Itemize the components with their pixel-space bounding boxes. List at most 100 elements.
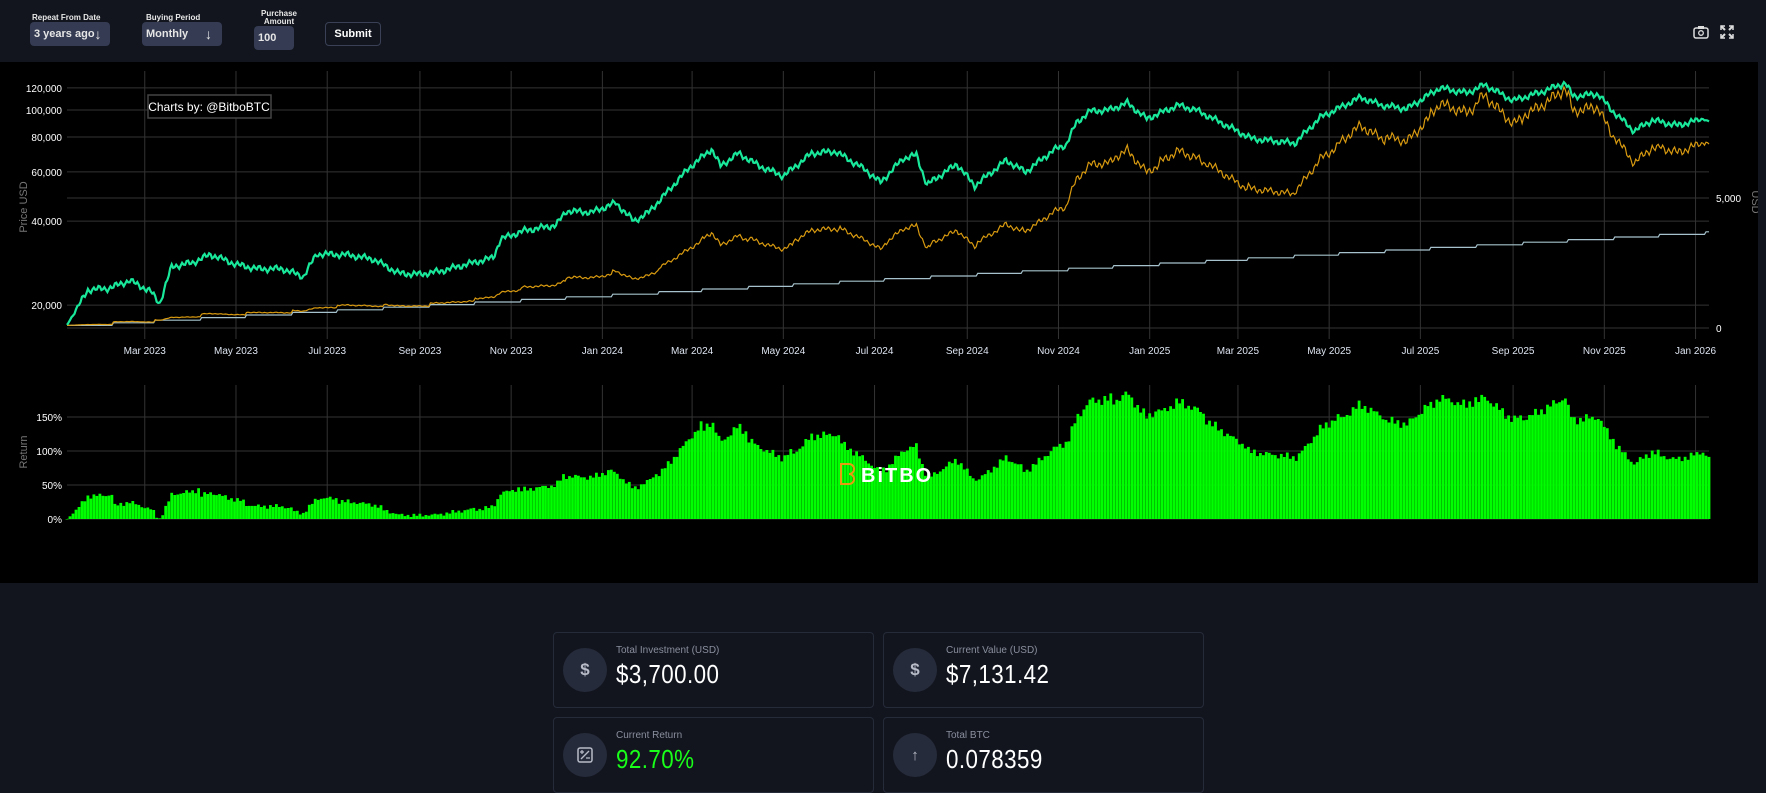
repeat-from-date-label: Repeat From Date [32, 13, 101, 22]
dca-chart[interactable]: Mar 2023 May 2023 Jul 2023 Sep 2023 Nov 2023… [0, 62, 1758, 583]
return-bar [167, 501, 171, 519]
return-bar [1342, 417, 1346, 519]
return-bar [1656, 449, 1660, 519]
return-bar [1531, 415, 1534, 519]
return-bar [804, 439, 808, 519]
return-bar [870, 465, 873, 519]
fullscreen-icon[interactable] [1718, 23, 1736, 41]
return-bar [1040, 460, 1044, 519]
return-bar [236, 498, 239, 519]
return-bar [696, 430, 700, 519]
return-bar [1285, 452, 1289, 519]
return-bar [1235, 438, 1238, 519]
stat-card-current-return: Current Return 92.70% [553, 717, 874, 793]
return-bar [654, 474, 658, 519]
price-tick-label: 100,000 [26, 106, 63, 117]
return-bar [1007, 461, 1011, 519]
return-bar [792, 453, 796, 519]
return-bar [541, 485, 544, 519]
return-bar [95, 495, 99, 519]
return-bar [1582, 421, 1585, 519]
return-bar [621, 479, 625, 519]
return-bar [807, 439, 811, 519]
stat-value: $7,131.42 [946, 659, 1050, 689]
return-bar [1363, 406, 1367, 519]
return-bar [164, 505, 168, 519]
return-bar [1279, 453, 1283, 519]
return-bar [1115, 399, 1119, 519]
return-bar [1435, 399, 1439, 519]
return-bar [1187, 405, 1190, 519]
return-bar [1127, 394, 1131, 519]
return-bar [239, 500, 242, 519]
return-bar [825, 434, 829, 519]
return-bar [708, 427, 712, 519]
return-bar [295, 510, 299, 519]
return-bar [1683, 456, 1687, 519]
return-bar [1091, 397, 1095, 519]
x-tick-label: Jul 2024 [856, 346, 894, 357]
return-bar [436, 514, 440, 519]
return-bar [995, 467, 999, 519]
return-bar [442, 515, 446, 519]
return-bar [1160, 410, 1164, 519]
usd-tick-label: 5,000 [1716, 194, 1741, 205]
price-tick-label: 120,000 [26, 84, 63, 95]
return-bar [1620, 452, 1624, 519]
return-bar [1145, 418, 1149, 519]
return-bar [134, 504, 138, 519]
watermark-text: BiTBO [861, 465, 933, 487]
return-bar [604, 475, 607, 519]
return-bar [224, 495, 227, 519]
return-bar [1659, 456, 1663, 519]
percent-icon [563, 733, 607, 777]
return-bar [1303, 446, 1307, 519]
camera-icon[interactable] [1692, 23, 1710, 41]
return-bar [1130, 397, 1134, 519]
return-bar [1324, 422, 1328, 519]
purchase-amount-label-line1: Purchase [260, 9, 298, 18]
purchase-amount-input[interactable]: 100 [254, 26, 294, 50]
return-bar [1351, 407, 1355, 519]
buying-period-select[interactable]: Monthly ↓ [142, 22, 222, 46]
return-bar [355, 504, 359, 519]
return-bar [774, 456, 778, 519]
return-bar [352, 502, 356, 519]
return-bar [831, 436, 835, 519]
return-bar [1151, 417, 1155, 519]
return-bar [568, 476, 571, 519]
return-bar [1256, 456, 1259, 519]
return-bar [1244, 448, 1247, 519]
return-bar [1570, 417, 1573, 519]
return-bar [292, 511, 296, 519]
return-bar [1076, 413, 1080, 519]
return-bar [550, 485, 553, 519]
return-bar [1366, 412, 1370, 519]
submit-button[interactable]: Submit [325, 22, 381, 46]
btc-price-line [66, 80, 1710, 326]
return-bar [1223, 436, 1226, 519]
return-bar [819, 438, 823, 519]
return-bar [278, 507, 281, 519]
return-bar [675, 456, 679, 519]
return-bar [666, 461, 670, 519]
return-bar [1016, 464, 1020, 519]
return-bar [1585, 414, 1588, 519]
return-bar [1516, 417, 1519, 519]
repeat-from-date-select[interactable]: 3 years ago ↓ [30, 22, 110, 46]
return-bar [86, 495, 90, 519]
return-bar [947, 461, 951, 519]
return-bar [409, 517, 413, 519]
return-bar [729, 435, 733, 519]
return-bar [487, 508, 491, 519]
return-bar [1232, 436, 1235, 519]
return-bar [762, 451, 766, 519]
return-bar [286, 508, 290, 519]
buying-period-label: Buying Period [146, 13, 201, 22]
return-bar [639, 484, 643, 519]
return-bar [508, 491, 512, 519]
return-bar [1623, 452, 1627, 519]
return-bar [1094, 402, 1098, 519]
return-bar [1306, 443, 1310, 519]
dollar-icon: $ [563, 648, 607, 692]
